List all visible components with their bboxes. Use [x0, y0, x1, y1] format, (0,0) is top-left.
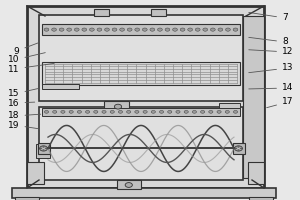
- Circle shape: [97, 28, 102, 31]
- Bar: [42, 108, 240, 116]
- Bar: [12, 188, 276, 198]
- Circle shape: [40, 146, 47, 151]
- Bar: [27, 6, 264, 188]
- Circle shape: [151, 110, 155, 113]
- Circle shape: [69, 110, 73, 113]
- Circle shape: [43, 146, 44, 147]
- Circle shape: [112, 28, 117, 31]
- Circle shape: [94, 110, 98, 113]
- Circle shape: [82, 28, 87, 31]
- Text: 8: 8: [249, 37, 288, 46]
- Circle shape: [165, 28, 170, 31]
- Text: 12: 12: [249, 47, 293, 56]
- Circle shape: [43, 149, 44, 151]
- Circle shape: [67, 28, 72, 31]
- Bar: [42, 62, 240, 85]
- Bar: [151, 9, 166, 16]
- Text: 11: 11: [8, 63, 54, 73]
- Bar: [42, 24, 240, 35]
- Circle shape: [159, 110, 164, 113]
- Circle shape: [209, 110, 213, 113]
- Circle shape: [118, 110, 123, 113]
- Text: 16: 16: [8, 98, 35, 108]
- Circle shape: [61, 110, 65, 113]
- Circle shape: [233, 28, 238, 31]
- Circle shape: [45, 148, 47, 149]
- Bar: [116, 180, 141, 189]
- Circle shape: [172, 28, 177, 31]
- Text: 9: 9: [14, 43, 38, 55]
- Circle shape: [238, 149, 239, 151]
- Circle shape: [184, 110, 188, 113]
- Circle shape: [102, 110, 106, 113]
- Circle shape: [158, 28, 162, 31]
- Circle shape: [52, 28, 56, 31]
- Circle shape: [226, 28, 230, 31]
- Bar: [232, 143, 244, 154]
- Circle shape: [217, 110, 221, 113]
- Circle shape: [85, 110, 90, 113]
- Bar: [219, 103, 240, 111]
- Bar: [104, 101, 129, 111]
- Circle shape: [125, 183, 132, 187]
- Circle shape: [195, 28, 200, 31]
- Text: 18: 18: [8, 112, 41, 120]
- Circle shape: [135, 28, 140, 31]
- Circle shape: [176, 110, 180, 113]
- Circle shape: [59, 28, 64, 31]
- Circle shape: [188, 28, 193, 31]
- Text: 13: 13: [249, 64, 293, 73]
- Circle shape: [235, 148, 237, 149]
- Circle shape: [89, 28, 94, 31]
- Bar: [27, 162, 44, 184]
- Text: 17: 17: [267, 98, 293, 108]
- Circle shape: [200, 110, 205, 113]
- Circle shape: [203, 28, 208, 31]
- Bar: [249, 197, 273, 200]
- Text: 10: 10: [8, 53, 45, 64]
- Text: 19: 19: [8, 120, 38, 130]
- Circle shape: [150, 28, 155, 31]
- Circle shape: [192, 110, 197, 113]
- Circle shape: [40, 148, 42, 149]
- Circle shape: [77, 110, 82, 113]
- Circle shape: [114, 104, 122, 109]
- Circle shape: [74, 28, 79, 31]
- Circle shape: [127, 28, 132, 31]
- Circle shape: [143, 110, 147, 113]
- Circle shape: [233, 110, 238, 113]
- Bar: [42, 84, 79, 89]
- Circle shape: [225, 110, 230, 113]
- Circle shape: [240, 148, 242, 149]
- Circle shape: [127, 110, 131, 113]
- Circle shape: [168, 110, 172, 113]
- Circle shape: [44, 110, 49, 113]
- Circle shape: [44, 28, 49, 31]
- Circle shape: [238, 146, 239, 147]
- Bar: [94, 9, 109, 16]
- Bar: [243, 16, 264, 178]
- Bar: [36, 144, 50, 158]
- Bar: [15, 197, 39, 200]
- Circle shape: [180, 28, 185, 31]
- Circle shape: [52, 110, 57, 113]
- Circle shape: [218, 28, 223, 31]
- Bar: [39, 107, 243, 180]
- Circle shape: [235, 146, 242, 151]
- Circle shape: [135, 110, 139, 113]
- Text: 14: 14: [249, 83, 293, 92]
- Text: 15: 15: [8, 89, 38, 98]
- Circle shape: [142, 28, 147, 31]
- Circle shape: [210, 28, 215, 31]
- Circle shape: [120, 28, 124, 31]
- Circle shape: [110, 110, 114, 113]
- Bar: [38, 143, 50, 154]
- Bar: [248, 162, 264, 184]
- Bar: [39, 15, 243, 101]
- Text: 7: 7: [249, 12, 288, 22]
- Circle shape: [105, 28, 110, 31]
